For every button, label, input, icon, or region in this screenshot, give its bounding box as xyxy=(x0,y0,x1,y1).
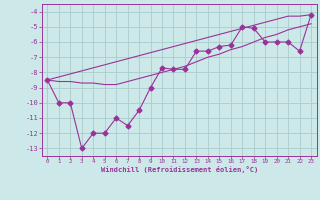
X-axis label: Windchill (Refroidissement éolien,°C): Windchill (Refroidissement éolien,°C) xyxy=(100,166,258,173)
